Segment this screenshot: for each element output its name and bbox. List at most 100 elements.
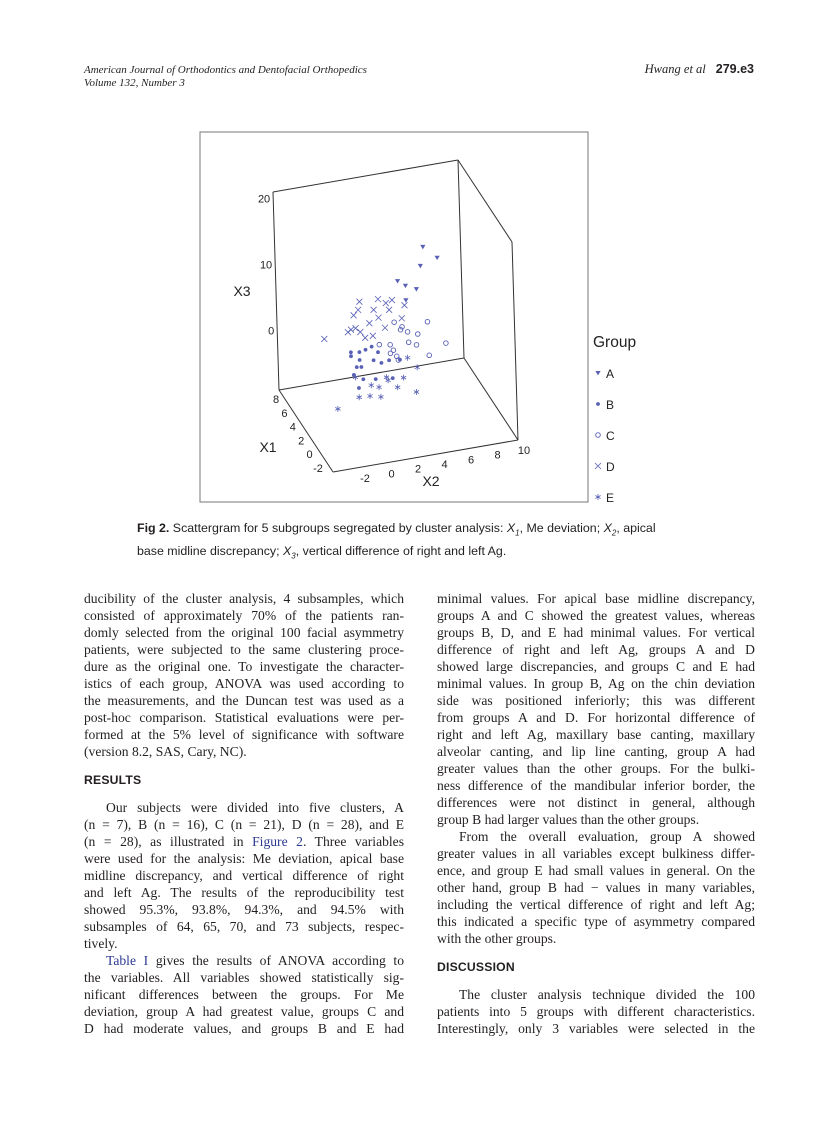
data-point-group-E (394, 384, 401, 391)
text-run: From the overall evaluation, group A sho… (459, 829, 755, 844)
text-run: (n = 28), as illustrated in (84, 834, 253, 849)
data-point-group-D (375, 314, 382, 321)
text-line: minimal values. In group B, Ag on the ch… (437, 675, 755, 692)
text-line: the measurements, and the Duncan test wa… (84, 692, 404, 709)
text-line: were used for the analysis: Me deviation… (84, 850, 404, 867)
legend-item-D: D (594, 460, 615, 474)
data-point-group-D (354, 306, 362, 314)
text-run: dure as the original one. To investigate… (84, 659, 404, 674)
cross-reference-link[interactable]: Figure 2 (252, 834, 303, 849)
text-line: The cluster analysis technique divided t… (437, 986, 755, 1003)
text-line: nificant differences between the groups.… (84, 986, 404, 1003)
x3-axis-line (272, 191, 280, 391)
x1-tick-label: 6 (281, 408, 287, 420)
text-run: groups A and C showed the greatest value… (437, 608, 755, 623)
data-point-group-B (369, 344, 374, 349)
text-run: from groups A and D. For horizontal diff… (437, 710, 755, 725)
text-run: right and left Ag, maxillary base cantin… (437, 727, 755, 742)
data-point-group-D (344, 328, 352, 336)
text-line: ness difference of the mandibular inferi… (437, 777, 755, 794)
paragraph: minimal values. For apical base midline … (437, 590, 755, 828)
data-point-group-D (361, 334, 369, 342)
legend-label: C (606, 429, 615, 443)
text-line: this indicated a specific type of asymme… (437, 913, 755, 930)
data-point-group-C (391, 319, 397, 325)
text-run: deviation, group A had greatest value, g… (84, 1004, 404, 1019)
text-run: Our subjects were divided into five clus… (106, 800, 404, 815)
text-line: difference of right and left Ag, groups … (437, 641, 755, 658)
data-point-group-E (376, 384, 382, 391)
journal-name: American Journal of Orthodontics and Den… (84, 64, 367, 76)
figure-frame (199, 131, 589, 503)
data-point-group-E (356, 394, 363, 401)
text-run: this indicated a specific type of asymme… (437, 914, 755, 929)
text-run: D had moderate values, and groups B and … (84, 1021, 404, 1036)
data-point-group-A (434, 255, 440, 261)
data-point-group-E (378, 393, 384, 400)
data-point-group-D (398, 314, 406, 322)
caption-text: , Me deviation; (519, 521, 604, 535)
text-run: nificant differences between the groups.… (84, 987, 404, 1002)
caption-text: Scattergram for 5 subgroups segregated b… (169, 521, 507, 535)
x1-tick-label: 0 (307, 449, 313, 461)
legend-item-C: C (595, 429, 615, 443)
data-point-group-D (370, 306, 377, 314)
text-line: differences were not distinct in general… (437, 794, 755, 811)
text-run: difference of right and left Ag, groups … (437, 642, 755, 657)
paragraph: The cluster analysis technique divided t… (437, 986, 755, 1037)
text-line: Interestingly, only 3 variables were sel… (437, 1020, 755, 1037)
text-line: domly selected from the original 100 fac… (84, 624, 404, 641)
data-point-group-B (349, 354, 353, 359)
legend-item-E: E (595, 491, 614, 505)
text-line: istics of each group, ANOVA was used acc… (84, 675, 404, 692)
data-point-group-A (403, 298, 409, 303)
x1-tick-label: 2 (298, 435, 304, 447)
running-header-right: Hwang et al 279.e3 (645, 63, 754, 76)
text-line: group B had larger values than the other… (437, 811, 755, 828)
legend-label: D (606, 460, 615, 474)
text-line: consisted of approximately 70% of the pa… (84, 607, 404, 624)
section-heading: DISCUSSION (437, 960, 515, 974)
text-run: minimal values. In group B, Ag on the ch… (437, 676, 755, 691)
x3-tick-label: 10 (260, 260, 272, 272)
legend-item-B: B (596, 398, 614, 412)
text-run: ence, and group E had small values in ge… (437, 863, 755, 878)
text-run: patients, were subjected to the same clu… (84, 642, 404, 657)
data-point-group-B (361, 377, 366, 382)
data-point-group-E (413, 389, 420, 395)
text-line: minimal values. For apical base midline … (437, 590, 755, 607)
x2-tick-label: -2 (360, 473, 370, 485)
data-point-group-B (371, 358, 376, 363)
variable-symbol: X3 (283, 544, 296, 561)
cross-reference-link[interactable]: Table I (106, 953, 149, 968)
text-run: with the other groups. (437, 931, 557, 946)
text-run: group B had larger values than the other… (437, 812, 700, 827)
text-run: patients into 5 groups with different ch… (437, 1004, 755, 1019)
data-point-group-E (404, 354, 411, 361)
data-point-group-A (413, 287, 419, 292)
legend-marker-B (596, 402, 600, 406)
data-point-group-C (397, 326, 404, 333)
data-point-group-E (367, 393, 373, 400)
text-run: The cluster analysis technique divided t… (459, 987, 755, 1002)
series-D (321, 295, 408, 343)
text-line: including the vertical difference of rig… (437, 896, 755, 913)
x1-axis-line (278, 389, 334, 473)
legend-label: B (606, 398, 614, 412)
data-points (321, 244, 449, 412)
x1-axis-title: X1 (259, 439, 276, 455)
data-point-group-E (335, 405, 341, 412)
data-point-group-B (390, 376, 395, 381)
x2-tick-label: 2 (415, 464, 421, 476)
text-run: ness difference of the mandibular inferi… (437, 778, 755, 793)
text-run: side was positioned inferiorly; this was… (437, 693, 755, 708)
text-line: groups B, D, and E had minimal values. F… (437, 624, 755, 641)
legend-label: A (606, 367, 614, 381)
text-line: subsamples of 64, 65, 70, and 73 subject… (84, 918, 404, 935)
text-run: (n = 7), B (n = 16), C (n = 21), D (n = … (84, 817, 404, 832)
text-line: Our subjects were divided into five clus… (84, 799, 404, 816)
x3-tick-label: 0 (268, 326, 274, 338)
data-point-group-B (348, 350, 353, 355)
data-point-group-E (414, 364, 421, 371)
data-point-group-C (387, 342, 393, 348)
